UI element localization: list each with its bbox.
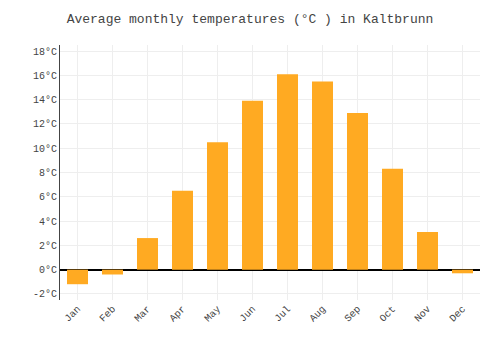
svg-text:Feb: Feb (98, 304, 119, 325)
svg-text:Nov: Nov (413, 304, 434, 325)
svg-text:14°C: 14°C (33, 95, 57, 106)
svg-text:Jul: Jul (273, 304, 294, 325)
svg-text:Dec: Dec (448, 304, 469, 325)
svg-text:Mar: Mar (133, 304, 154, 325)
svg-text:Jan: Jan (63, 304, 84, 325)
svg-text:-2°C: -2°C (33, 289, 57, 300)
svg-text:Jun: Jun (238, 304, 259, 325)
svg-text:0°C: 0°C (39, 265, 57, 276)
svg-text:Sep: Sep (343, 304, 364, 325)
svg-text:12°C: 12°C (33, 119, 57, 130)
svg-text:6°C: 6°C (39, 192, 57, 203)
svg-text:4°C: 4°C (39, 217, 57, 228)
svg-text:Average monthly temperatures (: Average monthly temperatures (°C ) in Ka… (67, 12, 434, 27)
svg-text:10°C: 10°C (33, 144, 57, 155)
svg-text:2°C: 2°C (39, 241, 57, 252)
svg-text:Oct: Oct (378, 304, 399, 325)
svg-text:16°C: 16°C (33, 71, 57, 82)
svg-text:18°C: 18°C (33, 47, 57, 58)
svg-text:Apr: Apr (168, 304, 189, 325)
svg-text:May: May (203, 304, 224, 325)
svg-text:8°C: 8°C (39, 168, 57, 179)
svg-text:Aug: Aug (308, 304, 329, 325)
